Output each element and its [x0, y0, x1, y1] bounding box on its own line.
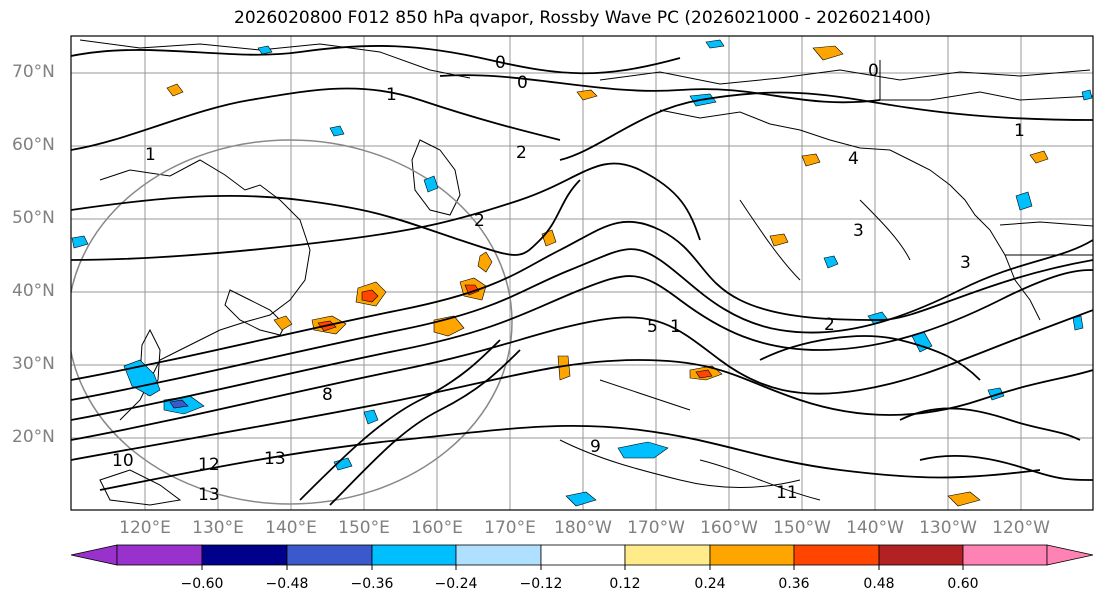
lon-label: 170°E	[484, 518, 536, 538]
colorbar	[70, 544, 1094, 566]
lon-label: 170°W	[627, 518, 685, 538]
contour-label: 2	[516, 143, 527, 163]
lat-label: 20°N	[12, 427, 55, 447]
lon-label: 150°W	[773, 518, 831, 538]
lon-label: 130°W	[919, 518, 977, 538]
contour-label-group: 0 0 0 1 1 1 1 2 2 2 3 3 4 5 8 9 10 11 12…	[112, 53, 1025, 505]
contour-lines-thin	[559, 199, 911, 501]
lat-label: 40°N	[12, 281, 55, 301]
contour-label: 1	[386, 85, 397, 105]
contour-label: 4	[848, 149, 859, 169]
colorbar-bin	[793, 544, 880, 566]
colorbar-bin	[962, 544, 1048, 566]
anomaly-fills	[71, 39, 1093, 507]
colorbar-over	[1046, 544, 1094, 566]
colorbar-bin	[878, 544, 964, 566]
lon-label: 180°W	[554, 518, 612, 538]
contour-label: 1	[670, 317, 681, 337]
contour-label: 0	[517, 73, 528, 93]
lon-label: 140°W	[846, 518, 904, 538]
colorbar-tick-label: −0.60	[180, 576, 224, 592]
contour-label: 12	[198, 455, 220, 475]
lon-label: 150°E	[338, 518, 390, 538]
colorbar-tick-label: −0.48	[265, 576, 309, 592]
contour-label: 0	[868, 61, 879, 81]
coastlines	[79, 39, 1093, 506]
graticule	[71, 36, 1093, 510]
contour-label: 11	[776, 483, 798, 503]
colorbar-bin	[116, 544, 203, 566]
contour-label: 3	[960, 253, 971, 273]
contour-label: 9	[590, 437, 601, 457]
lat-label: 30°N	[12, 354, 55, 374]
lon-label: 120°E	[119, 518, 171, 538]
contour-label: 1	[1014, 121, 1025, 141]
contour-label: 2	[824, 315, 835, 335]
colorbar-bin	[709, 544, 795, 566]
colorbar-bin	[201, 544, 288, 566]
lat-label: 70°N	[12, 62, 55, 82]
contour-label: 2	[474, 211, 485, 231]
colorbar-tick-label: 0.48	[863, 576, 895, 592]
colorbar-tick-label: −0.12	[519, 576, 563, 592]
contour-label: 8	[322, 385, 333, 405]
colorbar-bin	[624, 544, 711, 566]
contour-label: 3	[853, 221, 864, 241]
colorbar-tick-marks	[201, 565, 964, 570]
great-circle	[71, 139, 513, 505]
lat-label: 60°N	[12, 135, 55, 155]
contour-label: 13	[198, 485, 220, 505]
lon-label: 120°W	[992, 518, 1050, 538]
contour-label: 5	[647, 317, 658, 337]
colorbar-bin	[455, 544, 542, 566]
colorbar-tick-label: −0.24	[434, 576, 478, 592]
lon-label: 140°E	[265, 518, 317, 538]
contour-label: 13	[264, 449, 286, 469]
contour-label: 10	[112, 451, 134, 471]
colorbar-bin	[371, 544, 457, 566]
colorbar-under	[70, 544, 118, 566]
colorbar-tick-label: 0.36	[778, 576, 810, 592]
colorbar-tick-label: 0.60	[947, 576, 979, 592]
lat-label: 50°N	[12, 208, 55, 228]
colorbar-bin	[286, 544, 373, 566]
map-title: 2026020800 F012 850 hPa qvapor, Rossby W…	[234, 8, 931, 28]
contour-label: 0	[495, 53, 506, 73]
lon-label: 160°W	[700, 518, 758, 538]
colorbar-tick-label: 0.12	[609, 576, 641, 592]
contour-lines	[71, 45, 1093, 506]
lon-label: 160°E	[411, 518, 463, 538]
contour-label: 1	[145, 145, 156, 165]
plot-frame	[70, 35, 1094, 511]
colorbar-bin	[540, 544, 626, 566]
colorbar-tick-label: −0.36	[350, 576, 394, 592]
colorbar-tick-label: 0.24	[694, 576, 726, 592]
lon-label: 130°E	[192, 518, 244, 538]
